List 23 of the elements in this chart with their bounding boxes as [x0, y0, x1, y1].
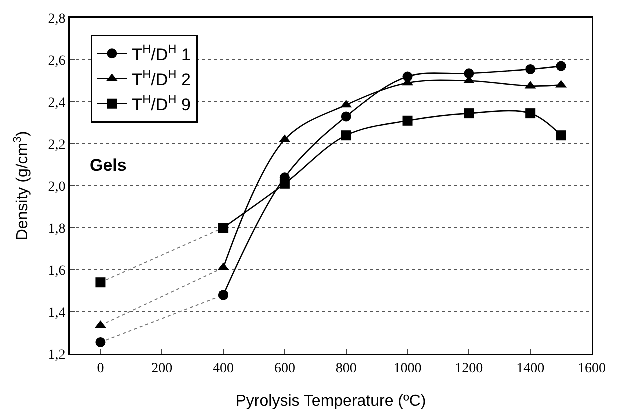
- y-tick-label: 2,0: [48, 180, 66, 195]
- legend-label: T$^{H}$/D$^{H}$ 1: [132, 42, 191, 64]
- x-tick-label: 200: [152, 361, 173, 376]
- y-tick-label: 2,8: [48, 12, 66, 27]
- annotation: Gels: [90, 156, 127, 175]
- y-tick-label: 1,6: [48, 264, 66, 279]
- y-tick-label: 1,2: [48, 348, 66, 363]
- x-tick-label: 600: [274, 361, 296, 376]
- x-tick-label: 1200: [455, 361, 484, 376]
- legend-label: T$^{H}$/D$^{H}$ 9: [132, 92, 191, 114]
- x-tick-label: 400: [213, 361, 234, 376]
- x-axis-title: Pyrolysis Temperature (ºC): [236, 393, 426, 410]
- y-tick-label: 1,4: [48, 306, 66, 321]
- x-tick-label: 1600: [578, 361, 606, 376]
- legend-label: T$^{H}$/D$^{H}$ 2: [132, 67, 191, 90]
- y-tick-label: 1,8: [48, 222, 66, 237]
- y-tick-label: 2,2: [48, 138, 66, 153]
- x-tick-label: 0: [97, 361, 104, 376]
- y-tick-label: 2,6: [48, 54, 66, 69]
- x-tick-label: 1400: [516, 361, 545, 376]
- x-tick-label: 1000: [394, 361, 422, 376]
- y-tick-label: 2,4: [48, 96, 66, 111]
- x-tick-label: 800: [336, 361, 357, 376]
